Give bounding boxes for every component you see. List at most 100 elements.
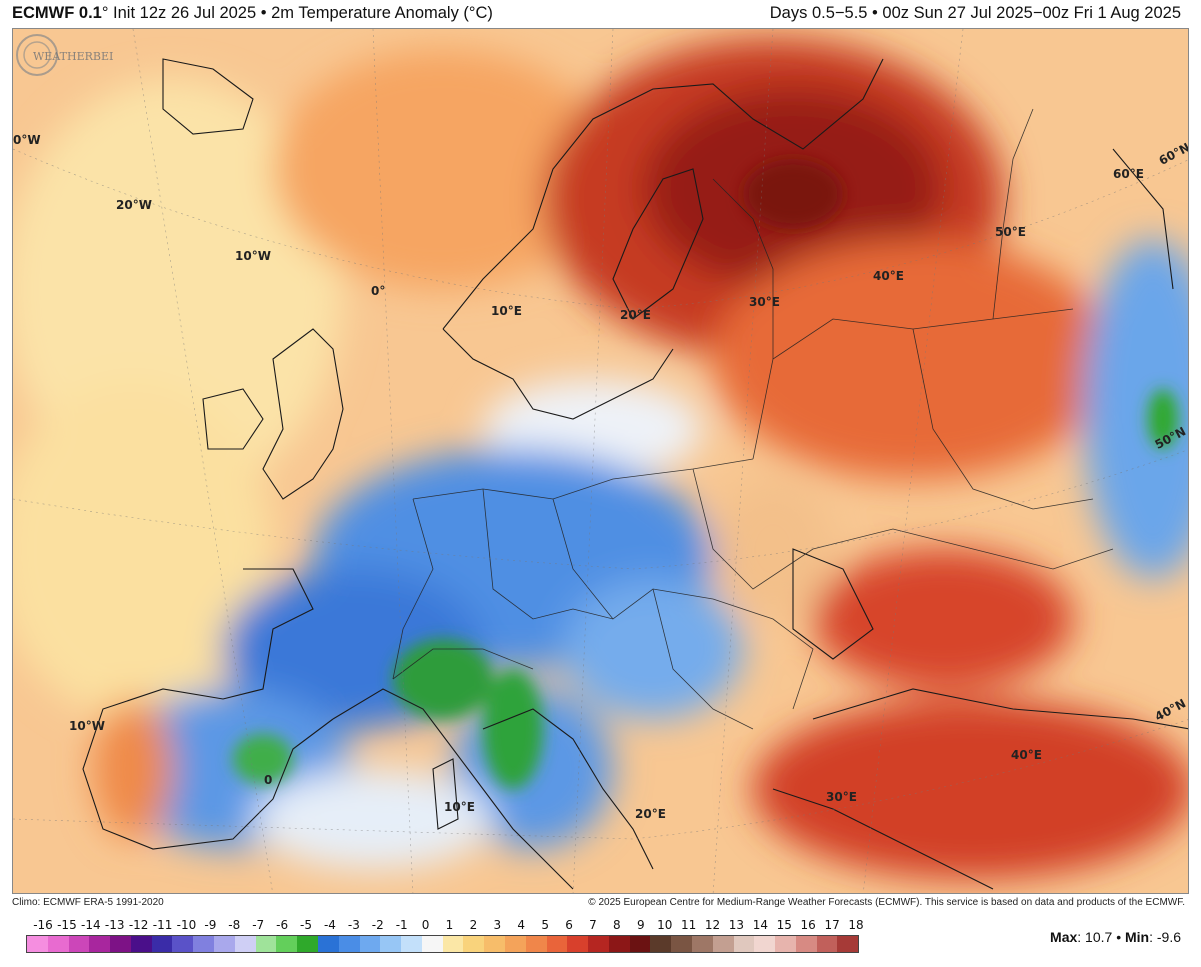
colorbar-tick-label: 9 bbox=[636, 918, 645, 932]
colorbar-swatch bbox=[380, 936, 402, 952]
colorbar-tick-label: 0 bbox=[421, 918, 430, 932]
colorbar-swatch bbox=[317, 936, 339, 952]
coord-label: 10°E bbox=[444, 800, 475, 814]
valid-period: Days 0.5−5.5 • 00z Sun 27 Jul 2025−00z F… bbox=[769, 4, 1181, 22]
cold-core-shading bbox=[233, 159, 1178, 789]
weatherbell-logo: WEATHERBELL bbox=[16, 34, 113, 76]
colorbar-tick-label: -5 bbox=[300, 918, 312, 932]
coord-label: 40°E bbox=[1011, 748, 1042, 762]
colorbar-swatch bbox=[172, 936, 194, 952]
colorbar-swatch bbox=[525, 936, 547, 952]
coord-label: 30°E bbox=[826, 790, 857, 804]
colorbar-tick-label: 2 bbox=[469, 918, 478, 932]
coord-label: 0 bbox=[264, 773, 273, 787]
colorbar-swatch bbox=[47, 936, 69, 952]
colorbar-tick-label: -7 bbox=[252, 918, 265, 932]
colorbar-swatch bbox=[27, 936, 48, 952]
colorbar-swatch bbox=[463, 936, 485, 952]
colorbar-swatch bbox=[629, 936, 651, 952]
max-label: Max bbox=[1050, 929, 1078, 945]
colorbar-swatch bbox=[567, 936, 589, 952]
colorbar-swatch bbox=[733, 936, 755, 952]
colorbar-swatch bbox=[193, 936, 215, 952]
colorbar-swatch bbox=[110, 936, 131, 952]
title-left: ECMWF 0.1° Init 12z 26 Jul 2025 • 2m Tem… bbox=[12, 4, 493, 23]
coord-label: 20°E bbox=[635, 807, 666, 821]
stats: Max: 10.7 • Min: -9.6 bbox=[1050, 929, 1181, 945]
coord-label: 20°W bbox=[116, 198, 152, 212]
init-time: Init 12z 26 Jul 2025 bbox=[113, 4, 257, 22]
colorbar-swatch bbox=[276, 936, 298, 952]
colorbar-swatch bbox=[712, 936, 734, 952]
colorbar-tick-label: -2 bbox=[371, 918, 384, 932]
field-name: 2m Temperature Anomaly (°C) bbox=[271, 4, 493, 22]
colorbar-tick-label: -15 bbox=[57, 918, 77, 932]
colorbar-swatch bbox=[234, 936, 256, 952]
colorbar-swatch bbox=[401, 936, 422, 952]
max-value: 10.7 bbox=[1085, 929, 1113, 945]
colorbar-swatch bbox=[255, 936, 277, 952]
colorbar-swatch bbox=[837, 936, 859, 952]
anomaly-map: 0°W 20°W 10°W 0° 10°E 20°E 30°E 40°E 50°… bbox=[12, 28, 1189, 894]
colorbar-tick-label: 16 bbox=[800, 918, 816, 932]
colorbar-swatch bbox=[795, 936, 817, 952]
coord-label: 30°E bbox=[749, 295, 780, 309]
coord-label: 10°W bbox=[235, 249, 271, 263]
colorbar-swatch bbox=[151, 936, 173, 952]
country-borders bbox=[392, 108, 1114, 730]
colorbar-tick-label: -10 bbox=[176, 918, 197, 932]
colorbar-tick-label: -9 bbox=[204, 918, 217, 932]
colorbar-tick-label: -12 bbox=[128, 918, 149, 932]
colorbar-tick-label: -1 bbox=[395, 918, 408, 932]
colorbar-swatch bbox=[359, 936, 381, 952]
header: ECMWF 0.1° Init 12z 26 Jul 2025 • 2m Tem… bbox=[0, 0, 1201, 28]
colorbar-tick-label: 18 bbox=[848, 918, 864, 932]
map-canvas bbox=[13, 29, 1188, 893]
colorbar-tick-label: 1 bbox=[445, 918, 454, 932]
colorbar-swatch bbox=[504, 936, 526, 952]
model-name: ECMWF 0.1 bbox=[12, 4, 102, 22]
copyright-note: © 2025 European Centre for Medium-Range … bbox=[588, 897, 1185, 908]
coord-label: 10°E bbox=[491, 304, 522, 318]
colorbar-tick-label: -4 bbox=[323, 918, 336, 932]
graticule bbox=[13, 29, 1188, 893]
colorbar-tick-label: 5 bbox=[541, 918, 549, 932]
colorbar-tick-label: 3 bbox=[493, 918, 502, 932]
stats-bullet: • bbox=[1116, 929, 1122, 945]
colorbar-tick-label: -6 bbox=[276, 918, 289, 932]
colorbar-swatch bbox=[692, 936, 713, 952]
colorbar-tick-label: 15 bbox=[776, 918, 792, 932]
climo-note: Climo: ECMWF ERA-5 1991-2020 bbox=[12, 897, 164, 908]
coord-label: 0° bbox=[371, 284, 386, 298]
colorbar-tick-label: 8 bbox=[613, 918, 621, 932]
colorbar-swatch bbox=[546, 936, 568, 952]
colorbar-tick-label: 12 bbox=[704, 918, 721, 932]
coord-label: 50°E bbox=[995, 225, 1026, 239]
min-value: -9.6 bbox=[1156, 929, 1181, 945]
degree-sign: ° bbox=[101, 4, 109, 22]
colorbar-tick-label: 7 bbox=[589, 918, 597, 932]
colorbar-tick-label: 11 bbox=[680, 918, 697, 932]
colorbar-swatch bbox=[754, 936, 776, 952]
colorbar-swatch bbox=[421, 936, 443, 952]
colorbar-tick-label: 6 bbox=[565, 918, 573, 932]
colorbar-swatch bbox=[89, 936, 111, 952]
colorbar-swatch bbox=[442, 936, 464, 952]
colorbar-swatch bbox=[588, 936, 609, 952]
coord-label: 60°E bbox=[1113, 167, 1144, 181]
colorbar-tick-label: 13 bbox=[728, 918, 745, 932]
colorbar-tick-label: -11 bbox=[152, 918, 173, 932]
min-label: Min bbox=[1124, 929, 1150, 945]
colorbar-swatch bbox=[68, 936, 90, 952]
colorbar-swatch bbox=[338, 936, 360, 952]
colorbar-tick-label: 10 bbox=[657, 918, 673, 932]
colorbar-tick-label: 14 bbox=[752, 918, 768, 932]
logo-text: WEATHERBELL bbox=[33, 50, 113, 63]
coord-label: 40°E bbox=[873, 269, 904, 283]
colorbar-tick-label: -8 bbox=[228, 918, 241, 932]
colorbar bbox=[26, 935, 859, 953]
bullet: • bbox=[260, 4, 267, 22]
colorbar-tick-label: 4 bbox=[517, 918, 526, 932]
colorbar-swatch bbox=[214, 936, 235, 952]
coord-label: 20°E bbox=[620, 308, 651, 322]
